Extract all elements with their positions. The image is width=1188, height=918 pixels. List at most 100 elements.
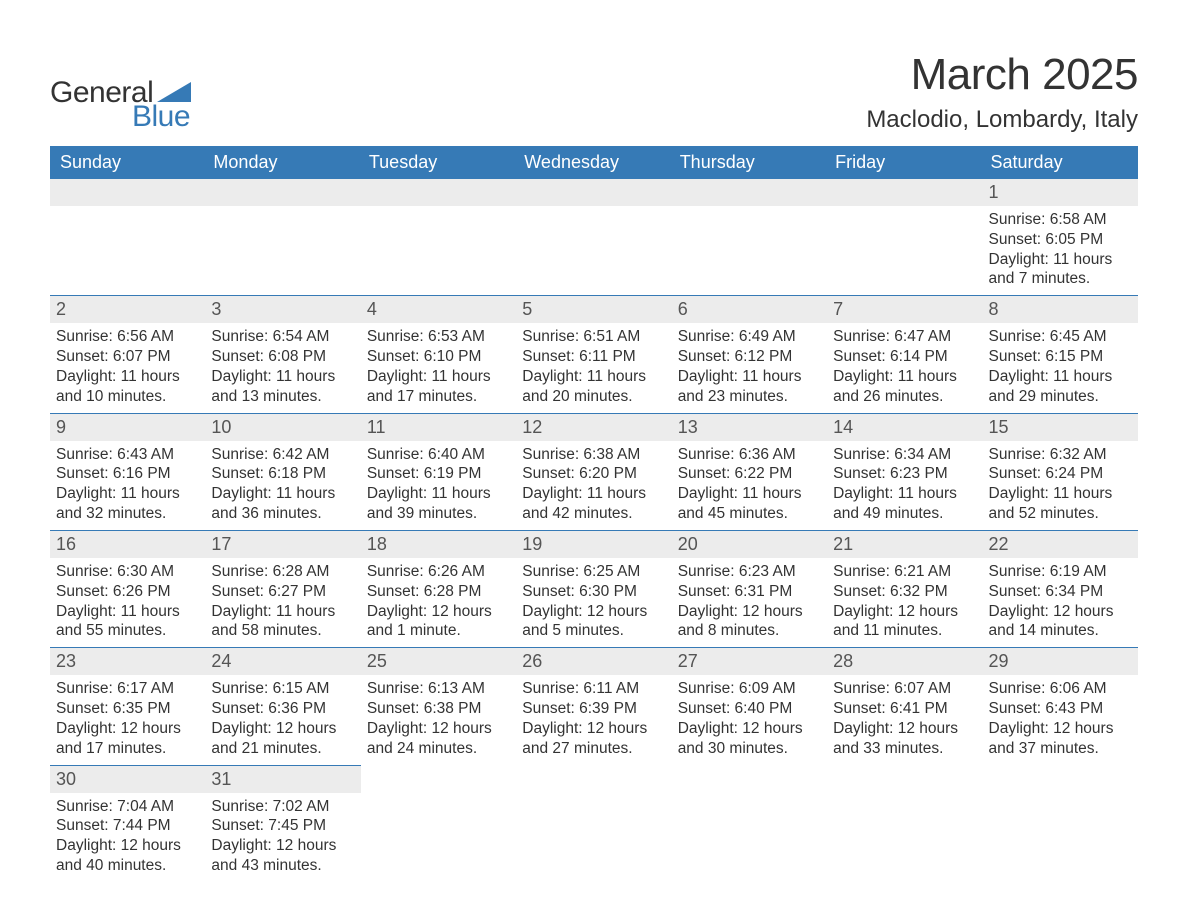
daylight-text-line1: Daylight: 11 hours [56, 484, 199, 504]
day-number: 2 [50, 296, 205, 323]
daylight-text-line2: and 5 minutes. [522, 621, 665, 641]
weekday-header-row: SundayMondayTuesdayWednesdayThursdayFrid… [50, 146, 1138, 179]
daylight-text-line2: and 43 minutes. [211, 856, 354, 876]
sunset-text: Sunset: 6:39 PM [522, 699, 665, 719]
daylight-text-line1: Daylight: 11 hours [833, 484, 976, 504]
sunrise-text: Sunrise: 6:07 AM [833, 679, 976, 699]
calendar-day-cell: 17Sunrise: 6:28 AMSunset: 6:27 PMDayligh… [205, 530, 360, 647]
calendar-day-cell [516, 179, 671, 296]
calendar-day-cell: 20Sunrise: 6:23 AMSunset: 6:31 PMDayligh… [672, 530, 827, 647]
day-number: 26 [516, 648, 671, 675]
day-number [205, 179, 360, 206]
calendar-day-cell: 3Sunrise: 6:54 AMSunset: 6:08 PMDaylight… [205, 296, 360, 413]
day-number: 25 [361, 648, 516, 675]
sunset-text: Sunset: 6:43 PM [989, 699, 1132, 719]
calendar-day-cell [50, 179, 205, 296]
calendar-day-cell: 1Sunrise: 6:58 AMSunset: 6:05 PMDaylight… [983, 179, 1138, 296]
day-number: 22 [983, 531, 1138, 558]
day-number [50, 179, 205, 206]
daylight-text-line2: and 55 minutes. [56, 621, 199, 641]
day-details: Sunrise: 6:30 AMSunset: 6:26 PMDaylight:… [50, 558, 205, 647]
calendar-day-cell: 12Sunrise: 6:38 AMSunset: 6:20 PMDayligh… [516, 413, 671, 530]
day-details: Sunrise: 6:09 AMSunset: 6:40 PMDaylight:… [672, 675, 827, 764]
day-number: 6 [672, 296, 827, 323]
day-number: 13 [672, 414, 827, 441]
daylight-text-line2: and 33 minutes. [833, 739, 976, 759]
calendar-day-cell: 23Sunrise: 6:17 AMSunset: 6:35 PMDayligh… [50, 648, 205, 765]
day-details: Sunrise: 6:28 AMSunset: 6:27 PMDaylight:… [205, 558, 360, 647]
daylight-text-line1: Daylight: 11 hours [989, 367, 1132, 387]
day-details [672, 765, 827, 775]
calendar-day-cell: 9Sunrise: 6:43 AMSunset: 6:16 PMDaylight… [50, 413, 205, 530]
brand-triangle-icon [157, 80, 191, 102]
day-details: Sunrise: 6:23 AMSunset: 6:31 PMDaylight:… [672, 558, 827, 647]
calendar-day-cell: 8Sunrise: 6:45 AMSunset: 6:15 PMDaylight… [983, 296, 1138, 413]
day-details [983, 765, 1138, 775]
daylight-text-line1: Daylight: 12 hours [989, 602, 1132, 622]
day-details: Sunrise: 6:26 AMSunset: 6:28 PMDaylight:… [361, 558, 516, 647]
sunrise-text: Sunrise: 6:58 AM [989, 210, 1132, 230]
daylight-text-line1: Daylight: 12 hours [989, 719, 1132, 739]
sunset-text: Sunset: 6:19 PM [367, 464, 510, 484]
calendar-day-cell [205, 179, 360, 296]
day-details: Sunrise: 6:42 AMSunset: 6:18 PMDaylight:… [205, 441, 360, 530]
day-details: Sunrise: 6:47 AMSunset: 6:14 PMDaylight:… [827, 323, 982, 412]
weekday-header-cell: Saturday [983, 146, 1138, 179]
sunrise-text: Sunrise: 6:23 AM [678, 562, 821, 582]
daylight-text-line1: Daylight: 12 hours [678, 719, 821, 739]
sunset-text: Sunset: 6:05 PM [989, 230, 1132, 250]
calendar-week-row: 23Sunrise: 6:17 AMSunset: 6:35 PMDayligh… [50, 648, 1138, 765]
day-number [672, 179, 827, 206]
sunset-text: Sunset: 6:07 PM [56, 347, 199, 367]
title-block: March 2025 Maclodio, Lombardy, Italy [866, 50, 1138, 134]
calendar-day-cell: 28Sunrise: 6:07 AMSunset: 6:41 PMDayligh… [827, 648, 982, 765]
daylight-text-line1: Daylight: 12 hours [211, 719, 354, 739]
daylight-text-line2: and 27 minutes. [522, 739, 665, 759]
daylight-text-line1: Daylight: 12 hours [56, 836, 199, 856]
sunrise-text: Sunrise: 6:09 AM [678, 679, 821, 699]
sunset-text: Sunset: 6:41 PM [833, 699, 976, 719]
calendar-day-cell [827, 179, 982, 296]
calendar-day-cell: 11Sunrise: 6:40 AMSunset: 6:19 PMDayligh… [361, 413, 516, 530]
sunrise-text: Sunrise: 6:43 AM [56, 445, 199, 465]
calendar-day-cell: 15Sunrise: 6:32 AMSunset: 6:24 PMDayligh… [983, 413, 1138, 530]
weekday-header-cell: Monday [205, 146, 360, 179]
daylight-text-line2: and 20 minutes. [522, 387, 665, 407]
day-number: 29 [983, 648, 1138, 675]
day-number: 4 [361, 296, 516, 323]
calendar-day-cell [672, 179, 827, 296]
sunrise-text: Sunrise: 6:06 AM [989, 679, 1132, 699]
sunrise-text: Sunrise: 6:15 AM [211, 679, 354, 699]
calendar-day-cell [983, 765, 1138, 882]
day-details [516, 765, 671, 775]
daylight-text-line2: and 17 minutes. [56, 739, 199, 759]
daylight-text-line1: Daylight: 12 hours [367, 719, 510, 739]
sunset-text: Sunset: 6:18 PM [211, 464, 354, 484]
day-details [50, 206, 205, 282]
daylight-text-line2: and 30 minutes. [678, 739, 821, 759]
sunset-text: Sunset: 6:31 PM [678, 582, 821, 602]
day-details: Sunrise: 7:02 AMSunset: 7:45 PMDaylight:… [205, 793, 360, 882]
sunrise-text: Sunrise: 6:49 AM [678, 327, 821, 347]
sunrise-text: Sunrise: 7:02 AM [211, 797, 354, 817]
sunrise-text: Sunrise: 6:51 AM [522, 327, 665, 347]
sunrise-text: Sunrise: 6:38 AM [522, 445, 665, 465]
day-details: Sunrise: 6:36 AMSunset: 6:22 PMDaylight:… [672, 441, 827, 530]
daylight-text-line1: Daylight: 12 hours [56, 719, 199, 739]
month-title: March 2025 [866, 50, 1138, 100]
calendar-day-cell: 29Sunrise: 6:06 AMSunset: 6:43 PMDayligh… [983, 648, 1138, 765]
day-details: Sunrise: 6:13 AMSunset: 6:38 PMDaylight:… [361, 675, 516, 764]
daylight-text-line2: and 52 minutes. [989, 504, 1132, 524]
day-number: 9 [50, 414, 205, 441]
calendar-week-row: 16Sunrise: 6:30 AMSunset: 6:26 PMDayligh… [50, 530, 1138, 647]
calendar-day-cell: 22Sunrise: 6:19 AMSunset: 6:34 PMDayligh… [983, 530, 1138, 647]
daylight-text-line2: and 39 minutes. [367, 504, 510, 524]
brand-name-part2: Blue [132, 100, 190, 134]
sunrise-text: Sunrise: 6:25 AM [522, 562, 665, 582]
sunset-text: Sunset: 6:30 PM [522, 582, 665, 602]
day-details: Sunrise: 6:06 AMSunset: 6:43 PMDaylight:… [983, 675, 1138, 764]
day-number [827, 179, 982, 206]
calendar-table: SundayMondayTuesdayWednesdayThursdayFrid… [50, 146, 1138, 882]
daylight-text-line2: and 13 minutes. [211, 387, 354, 407]
sunset-text: Sunset: 6:35 PM [56, 699, 199, 719]
